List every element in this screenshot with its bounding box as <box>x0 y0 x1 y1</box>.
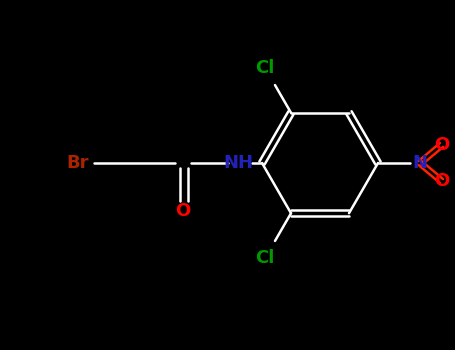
Text: O: O <box>434 136 449 154</box>
Text: Cl: Cl <box>255 249 275 267</box>
Text: NH: NH <box>223 154 253 172</box>
Text: O: O <box>434 172 449 190</box>
Text: Cl: Cl <box>255 59 275 77</box>
Text: Br: Br <box>67 154 89 172</box>
Text: O: O <box>175 202 191 220</box>
Text: N: N <box>413 154 428 172</box>
